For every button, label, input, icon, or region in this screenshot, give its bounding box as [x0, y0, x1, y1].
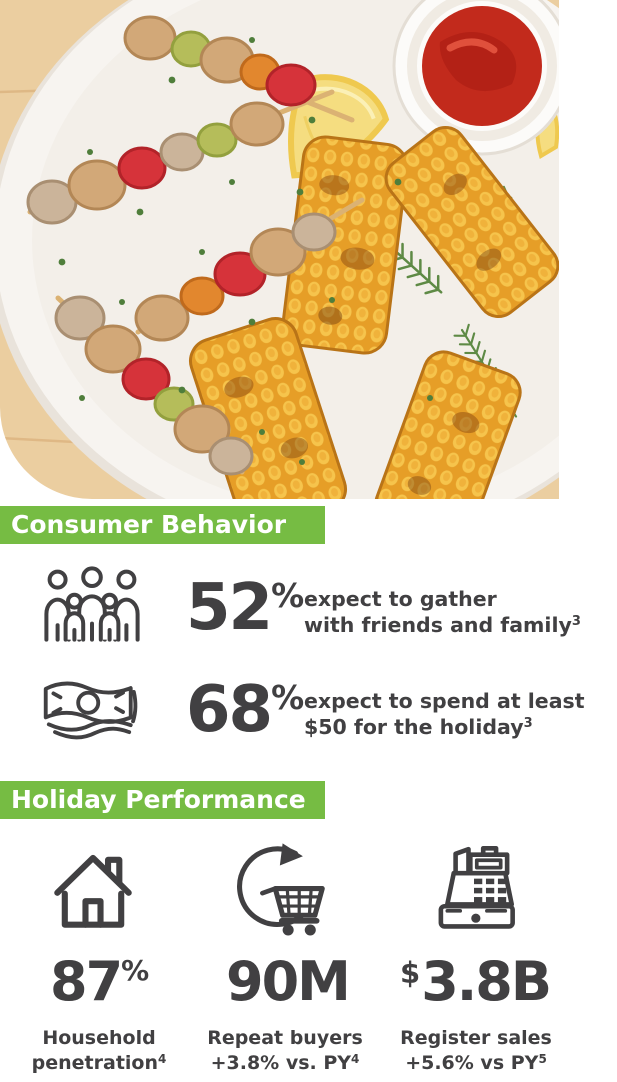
cash-register-icon [428, 840, 520, 936]
stat-register-sales-value: $3.8B [400, 950, 552, 1013]
stat-gather-value: 52% [186, 571, 305, 645]
grilled-corn [189, 126, 559, 499]
repeat-buyers-cart-icon [231, 836, 337, 946]
hero-photo [0, 0, 559, 499]
house-icon [46, 842, 140, 940]
stat-household-value: 87% [50, 950, 150, 1013]
footnote-marker: 3 [523, 716, 533, 731]
footnote-marker: 4 [158, 1052, 167, 1066]
ketchup-cup [392, 0, 559, 156]
stat-register-sales-label: Register sales +5.6% vs PY5 [400, 1027, 552, 1074]
kabob-skewers [26, 15, 365, 476]
stat-repeat-buyers-value: 90M [226, 950, 351, 1013]
stat-spend-description: expect to spend at least $50 for the hol… [304, 689, 585, 739]
stat-gather-description: expect to gather with friends and family… [304, 587, 581, 637]
footnote-marker: 4 [351, 1052, 360, 1066]
consumer-behavior-banner: Consumer Behavior [0, 506, 325, 544]
stat-household-label: Household penetration4 [31, 1027, 167, 1074]
footnote-marker: 3 [571, 614, 581, 629]
family-icon [40, 566, 144, 650]
money-icon [38, 676, 140, 752]
parsley-garnish [58, 37, 433, 465]
footnote-marker: 5 [538, 1052, 547, 1066]
stat-repeat-buyers-label: Repeat buyers +3.8% vs. PY4 [207, 1027, 363, 1074]
stat-spend-value: 68% [186, 673, 305, 747]
hero-photo-illustration [0, 0, 559, 499]
holiday-performance-banner: Holiday Performance [0, 781, 325, 819]
